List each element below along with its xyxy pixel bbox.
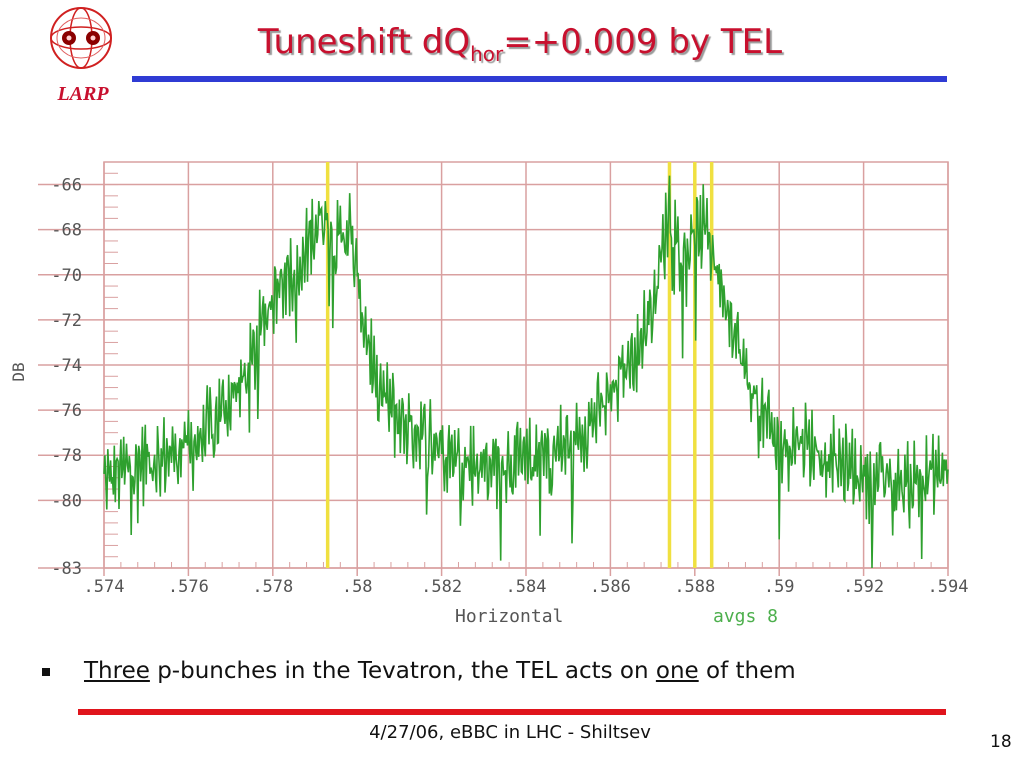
chart-trace [103,175,949,569]
bullet-middle: p-bunches in the Tevatron, the TEL acts … [149,658,656,684]
y-tick-label: -78 [51,446,82,466]
y-tick-label: -83 [51,559,82,579]
x-tick-label: .592 [843,577,884,597]
chart-minor-ticks [103,161,949,569]
y-tick-label: -80 [51,491,82,511]
y-tick-label: -66 [51,176,82,196]
x-tick-label: .576 [168,577,209,597]
title-main: Tuneshift dQ [257,22,471,62]
title-subscript: hor [470,41,504,66]
x-tick-label: .578 [252,577,293,597]
chart-x-tick-labels: .574 .576 .578 .58 .582 .584 .586 .588 .59 .592 .5… [84,577,969,597]
chart-y-tick-labels: -66 -68 -70 -72 -74 -76 -78 -80 -83 [51,176,82,579]
y-tick-label: -68 [51,221,82,241]
spectrum-trace-line [103,175,949,569]
y-tick-label: -76 [51,401,82,421]
bullet-text: Three p-bunches in the Tevatron, the TEL… [84,658,796,684]
slide-title: Tuneshift dQhor=+0.009 by TEL [130,22,910,66]
title-rest: =+0.009 by TEL [503,22,783,62]
title-rule [132,76,947,82]
footer-caption: 4/27/06, eBBC in LHC - Shiltsev [369,722,651,743]
x-tick-label: .588 [674,577,715,597]
bullet-marker-icon [42,668,50,676]
x-tick-label: .59 [764,577,795,597]
y-tick-label: -70 [51,266,82,286]
bullet-end: of them [698,658,796,684]
x-tick-label: .574 [84,577,125,597]
y-axis-label: DB [9,362,28,381]
x-tick-label: .582 [421,577,462,597]
x-tick-label: .586 [590,577,631,597]
page-number: 18 [990,732,1012,752]
chart-svg: -66 -68 -70 -72 -74 -76 -78 -80 -83 .574 .576 .578… [9,161,969,627]
logo-text: LARP [56,83,109,105]
averages-annotation: avgs 8 [713,606,778,627]
spectrum-chart: -66 -68 -70 -72 -74 -76 -78 -80 -83 .574 .576 .578… [0,120,990,630]
logo-emblem [50,7,112,69]
footer-rule [78,709,946,715]
chart-vertical-markers [325,162,714,568]
bullet-word-three: Three [84,658,150,684]
x-tick-label: .594 [928,577,969,597]
larp-logo: LARP [38,2,124,106]
x-tick-label: .58 [342,577,373,597]
x-axis-label: Horizontal [455,606,563,627]
y-tick-label: -74 [51,356,82,376]
y-tick-label: -72 [51,311,82,331]
chart-grid [38,161,949,576]
bullet-word-one: one [655,658,699,684]
x-tick-label: .584 [506,577,547,597]
